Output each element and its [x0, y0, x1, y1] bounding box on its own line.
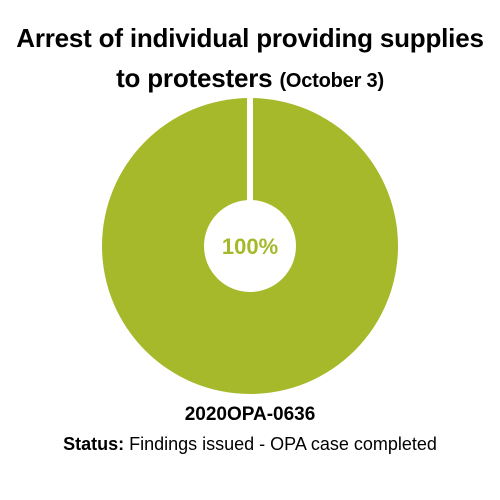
- status-value: Findings issued - OPA case completed: [129, 434, 437, 454]
- case-status: Status: Findings issued - OPA case compl…: [0, 432, 500, 456]
- donut-hole: [204, 200, 296, 292]
- title-line-2: to protesters (October 3): [0, 58, 500, 101]
- chart-title: Arrest of individual providing supplies …: [0, 18, 500, 101]
- title-date: (October 3): [279, 70, 384, 92]
- status-label: Status:: [63, 434, 125, 454]
- center-percentage-label: 100%: [222, 234, 278, 259]
- case-id: 2020OPA-0636: [184, 404, 316, 425]
- title-line-2-text: to protesters: [116, 63, 273, 93]
- title-line-1: Arrest of individual providing supplies: [16, 23, 484, 53]
